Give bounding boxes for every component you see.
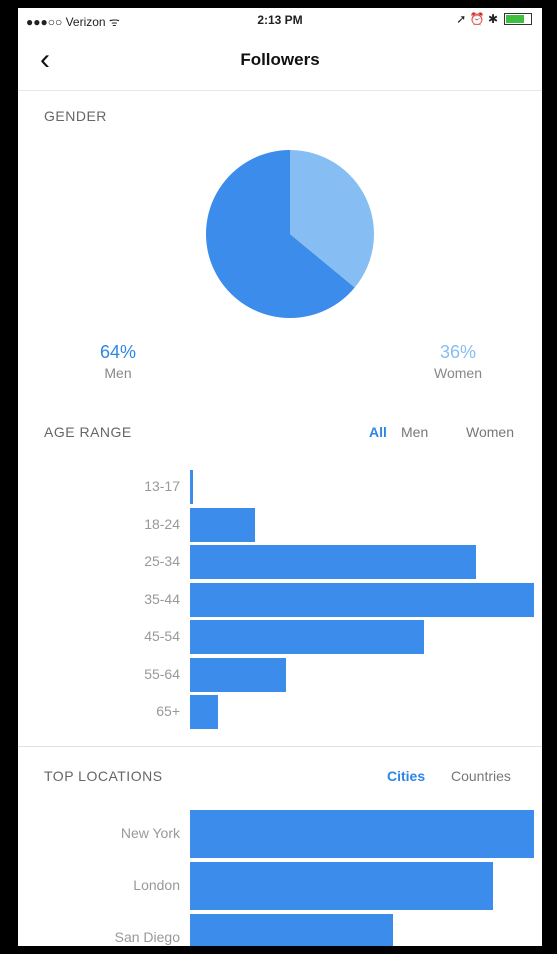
location-bar-1 [190, 862, 493, 910]
phone-screen: ●●●○○ Verizon ᯤ 2:13 PM ➚ ⏰ ✱ ‹ Follower… [18, 8, 542, 946]
gender-pie-chart [206, 150, 374, 318]
age-label-5: 55-64 [144, 665, 180, 682]
age-label-4: 45-54 [144, 628, 180, 644]
navigation-bar: ‹ Followers [18, 30, 542, 91]
women-stat: 36% Women [388, 342, 528, 381]
women-percentage: 36% [439, 342, 477, 362]
location-label-2: San Diego [114, 929, 180, 945]
age-label-3: 35-44 [144, 590, 180, 607]
age-label-2: 25-34 [144, 553, 180, 569]
status-bar: ●●●○○ Verizon ᯤ 2:13 PM ➚ ⏰ ✱ [18, 8, 542, 30]
age-range-section-label: AGE RANGE [44, 424, 132, 440]
carrier-signal: ●●●○○ Verizon ᯤ [26, 15, 120, 29]
pie-slice-women [290, 150, 374, 288]
battery-icon [504, 13, 532, 25]
age-label-6: 65+ [156, 703, 180, 719]
age-bar-4 [190, 620, 424, 654]
men-label: Men [104, 365, 132, 381]
location-label-1: London [133, 877, 180, 893]
age-label-0: 13-17 [144, 478, 180, 494]
status-icons: ➚ ⏰ ✱ [456, 12, 498, 26]
chevron-left-icon[interactable]: ‹ [40, 43, 50, 76]
tab-cities[interactable]: Cities [387, 768, 426, 784]
pie-slice-men [206, 150, 355, 318]
status-right: ➚ ⏰ ✱ [456, 12, 532, 26]
women-label: Women [434, 365, 482, 381]
age-bar-1 [190, 507, 256, 542]
location-label-0: New York [120, 825, 180, 841]
age-bar-6 [190, 695, 218, 729]
age-bar-3 [190, 582, 534, 617]
age-bar-5 [190, 657, 287, 692]
gender-section-label: GENDER [44, 108, 107, 124]
age-label-1: 18-24 [144, 515, 180, 532]
tab-countries[interactable]: Countries [451, 768, 511, 784]
men-stat: 64% Men [48, 342, 188, 381]
tab-age-women[interactable]: Women [466, 424, 514, 440]
tab-age-all[interactable]: All [369, 424, 387, 440]
location-bar-0 [190, 810, 534, 858]
page-title: Followers [240, 50, 320, 69]
men-percentage: 64% [99, 342, 137, 362]
age-bar-0 [190, 470, 194, 504]
top-locations-section-label: TOP LOCATIONS [44, 768, 163, 784]
age-bar-2 [190, 545, 476, 579]
status-time: 2:13 PM [257, 13, 303, 27]
section-divider [18, 746, 542, 747]
tab-age-men[interactable]: Men [401, 424, 429, 440]
location-bar-2 [190, 914, 393, 946]
